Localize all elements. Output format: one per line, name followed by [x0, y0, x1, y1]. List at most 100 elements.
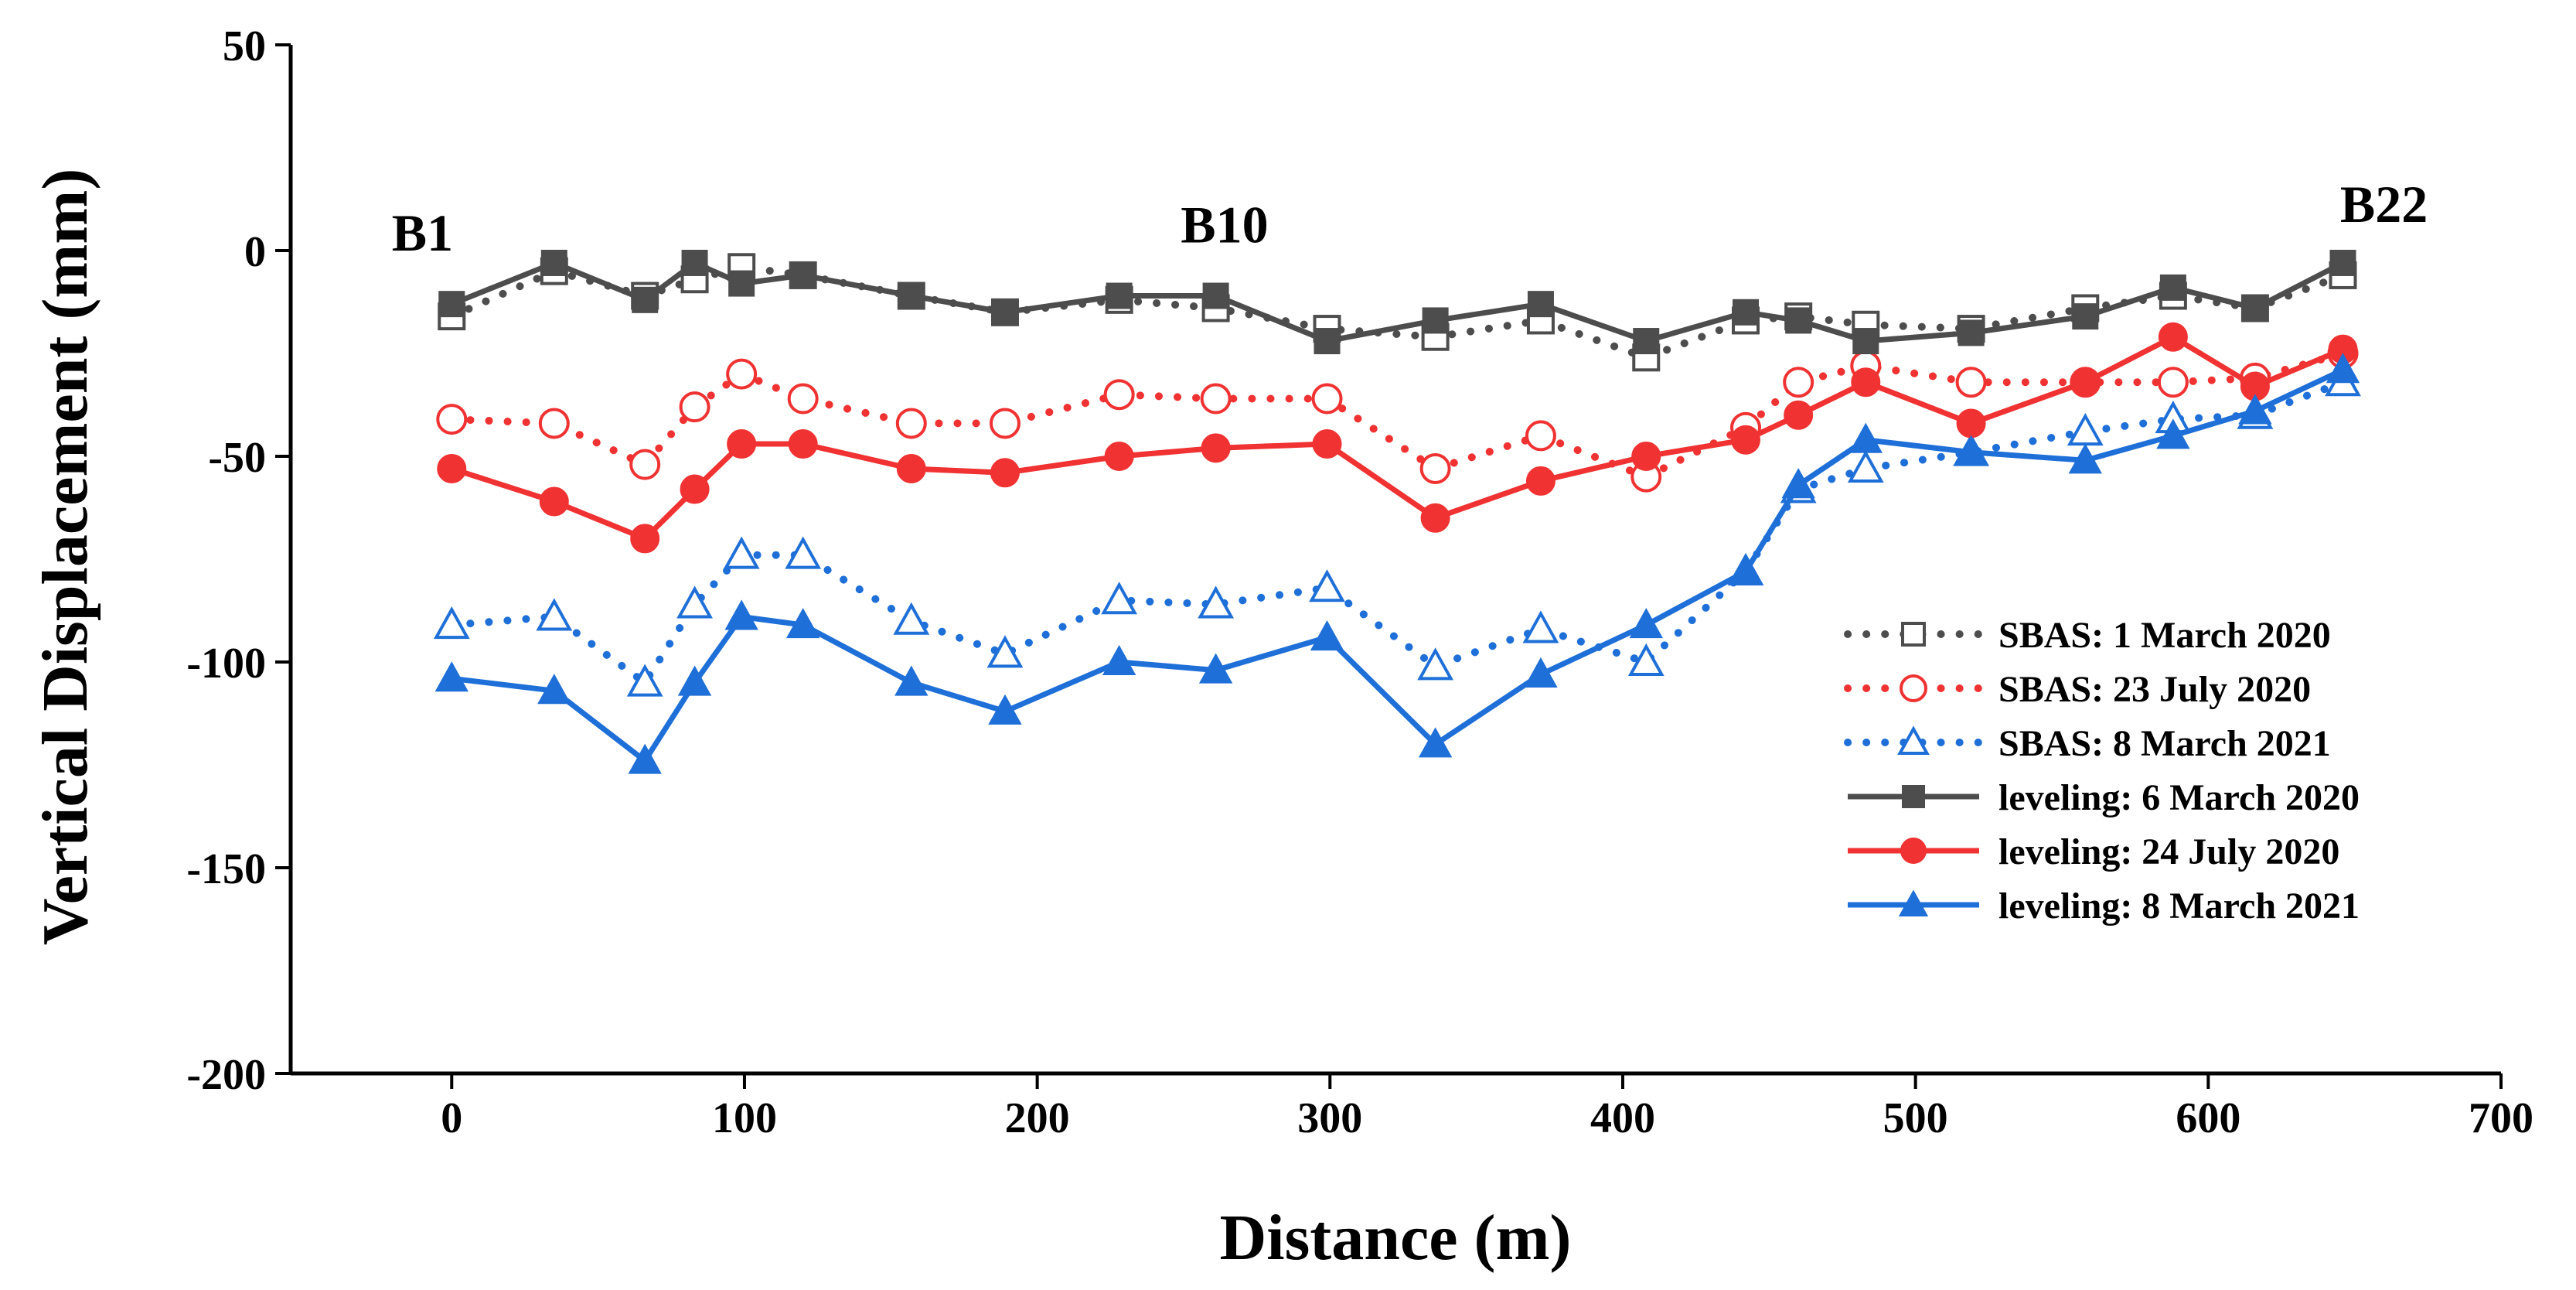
legend-label: leveling: 24 July 2020: [1998, 831, 2339, 872]
legend-marker: [1901, 622, 1926, 647]
data-point: [1783, 367, 1814, 398]
data-point: [898, 282, 925, 309]
data-point: [1851, 367, 1881, 398]
data-point: [1310, 620, 1344, 651]
data-point: [1733, 299, 1760, 326]
data-point: [2156, 418, 2190, 449]
x-tick-label: 500: [1883, 1094, 1948, 1142]
data-point: [629, 449, 661, 480]
legend-label: SBAS: 1 March 2020: [1998, 615, 2331, 656]
data-point: [2068, 443, 2102, 474]
data-point: [1314, 328, 1341, 355]
data-point: [1958, 319, 1985, 346]
data-point: [1201, 433, 1231, 463]
y-tick-label: -50: [208, 434, 266, 482]
data-point: [896, 453, 926, 483]
data-point: [727, 429, 757, 459]
annotations: B1 B10 B22: [392, 175, 2428, 262]
legend-label: SBAS: 8 March 2021: [1998, 723, 2331, 764]
data-point: [2329, 249, 2356, 276]
legend-marker: [1900, 838, 1927, 864]
data-point: [895, 408, 927, 439]
data-point: [1309, 569, 1345, 602]
y-tick-label: -200: [186, 1051, 266, 1099]
legend-label: SBAS: 23 July 2020: [1998, 669, 2311, 710]
series-group: [433, 249, 2361, 774]
y-tick-label: -100: [186, 640, 266, 688]
data-point: [630, 524, 660, 554]
x-tick-label: 700: [2469, 1094, 2533, 1142]
data-point: [2326, 353, 2360, 384]
legend-label: leveling: 8 March 2021: [1998, 886, 2360, 927]
data-point: [1956, 408, 1986, 439]
y-tick-label: 0: [244, 228, 266, 276]
legend-item: leveling: 6 March 2020: [1848, 777, 2360, 818]
series-line: [451, 334, 2344, 541]
x-tick-label: 200: [1005, 1094, 1070, 1142]
data-point: [2072, 303, 2099, 330]
data-point: [1420, 503, 1450, 533]
legend-marker: [1900, 674, 1927, 702]
data-point: [1849, 422, 1883, 453]
data-point: [680, 474, 710, 504]
x-tick-label: 300: [1297, 1094, 1362, 1142]
legend-marker: [1902, 785, 1925, 808]
data-point: [785, 608, 820, 639]
data-point: [1633, 328, 1660, 355]
data-point: [1785, 307, 1812, 334]
legend-marker: [1897, 725, 1930, 755]
data-point: [433, 606, 470, 640]
data-point: [1784, 400, 1814, 430]
legend-label: leveling: 6 March 2020: [1998, 777, 2360, 818]
data-point: [1629, 608, 1663, 639]
series-line: [448, 350, 2347, 481]
data-point: [723, 536, 760, 569]
data-point: [1847, 449, 1884, 483]
data-point: [628, 743, 662, 774]
data-point: [1102, 644, 1136, 675]
data-point: [990, 458, 1020, 488]
data-point: [2157, 367, 2189, 398]
annotation-label: B10: [1181, 195, 1268, 254]
data-point: [1422, 307, 1449, 334]
data-point: [728, 270, 755, 297]
data-point: [438, 291, 465, 318]
data-point: [436, 404, 468, 435]
data-point: [991, 299, 1018, 326]
data-point: [986, 635, 1024, 668]
data-point: [893, 602, 930, 635]
data-point: [434, 661, 469, 692]
x-tick-label: 600: [2176, 1094, 2240, 1142]
data-point: [2158, 322, 2188, 352]
data-point: [785, 536, 822, 569]
data-point: [539, 486, 569, 517]
data-point: [788, 429, 818, 459]
data-point: [1200, 383, 1232, 415]
data-point: [1202, 282, 1229, 309]
legend-item: leveling: 24 July 2020: [1848, 831, 2339, 872]
data-point: [1954, 435, 1988, 466]
data-point: [1631, 442, 1661, 471]
data-point: [988, 694, 1022, 725]
series-6: [434, 353, 2360, 774]
series-4: [438, 249, 2356, 355]
data-point: [1852, 328, 1879, 355]
data-point: [537, 674, 571, 705]
legend-item: SBAS: 8 March 2021: [1844, 723, 2331, 764]
legend-item: leveling: 8 March 2021: [1848, 886, 2360, 927]
data-point: [2238, 394, 2272, 425]
data-point: [536, 598, 573, 631]
data-point: [1781, 468, 1815, 499]
data-point: [789, 261, 816, 288]
data-point: [1106, 282, 1133, 309]
legend-item: SBAS: 23 July 2020: [1844, 669, 2311, 710]
data-point: [1417, 647, 1454, 681]
data-point: [1525, 420, 1556, 452]
legend: SBAS: 1 March 2020 SBAS: 23 July 2020 SBAS…: [1844, 615, 2360, 927]
series-2: [436, 338, 2359, 493]
data-point: [540, 249, 567, 276]
y-tick-label: 50: [223, 22, 266, 70]
series-line: [448, 378, 2347, 687]
x-axis-title: Distance (m): [1220, 1202, 1572, 1274]
